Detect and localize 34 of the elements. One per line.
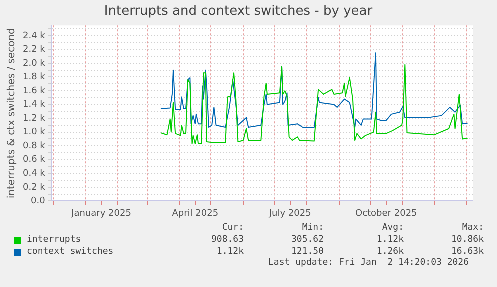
y-tick-label: 0.8 k <box>22 141 46 152</box>
legend-label: interrupts <box>26 234 82 246</box>
text: Min: <box>301 222 324 234</box>
y-tick-label: 1.4 k <box>22 100 46 110</box>
text: 121.50 <box>290 246 324 258</box>
y-tick-label: 1.0 k <box>22 128 46 138</box>
y-tick-label: 2.4 k <box>22 31 46 42</box>
y-tick-label: 0.2 k <box>22 182 46 193</box>
y-tick-label: 2.0 k <box>22 58 46 69</box>
y-axis-title: interrupts & ctx switches / second <box>6 28 18 199</box>
text: 16.63k <box>450 246 484 258</box>
y-tick-label: 1.8 k <box>22 72 46 83</box>
text: 10.86k <box>450 234 484 246</box>
x-tick-label: July 2025 <box>268 208 312 219</box>
text: 1.26k <box>376 246 404 258</box>
y-tick-label: 0.4 k <box>22 169 46 179</box>
text: 908.63 <box>210 234 244 246</box>
chart-title: Interrupts and context switches - by year <box>104 4 374 20</box>
y-tick-label: 0.0 <box>31 196 46 207</box>
y-tick-label: 2.2 k <box>22 45 46 56</box>
x-tick-label: April 2025 <box>172 208 219 219</box>
text: 1.12k <box>376 234 404 246</box>
x-tick-label: January 2025 <box>70 208 132 219</box>
text: Cur: <box>221 222 244 234</box>
y-tick-label: 1.6 k <box>22 86 46 96</box>
text: 1.12k <box>216 246 244 258</box>
text: Max: <box>461 222 484 234</box>
text: Last update: Fri Jan 2 14:20:03 2026 <box>268 258 470 268</box>
y-tick-label: 0.6 k <box>22 155 46 166</box>
legend-label: context switches <box>26 246 115 258</box>
y-tick-label: 1.2 k <box>22 114 46 124</box>
text: Avg: <box>381 222 404 234</box>
x-tick-label: October 2025 <box>355 208 418 219</box>
text: 305.62 <box>290 234 324 246</box>
